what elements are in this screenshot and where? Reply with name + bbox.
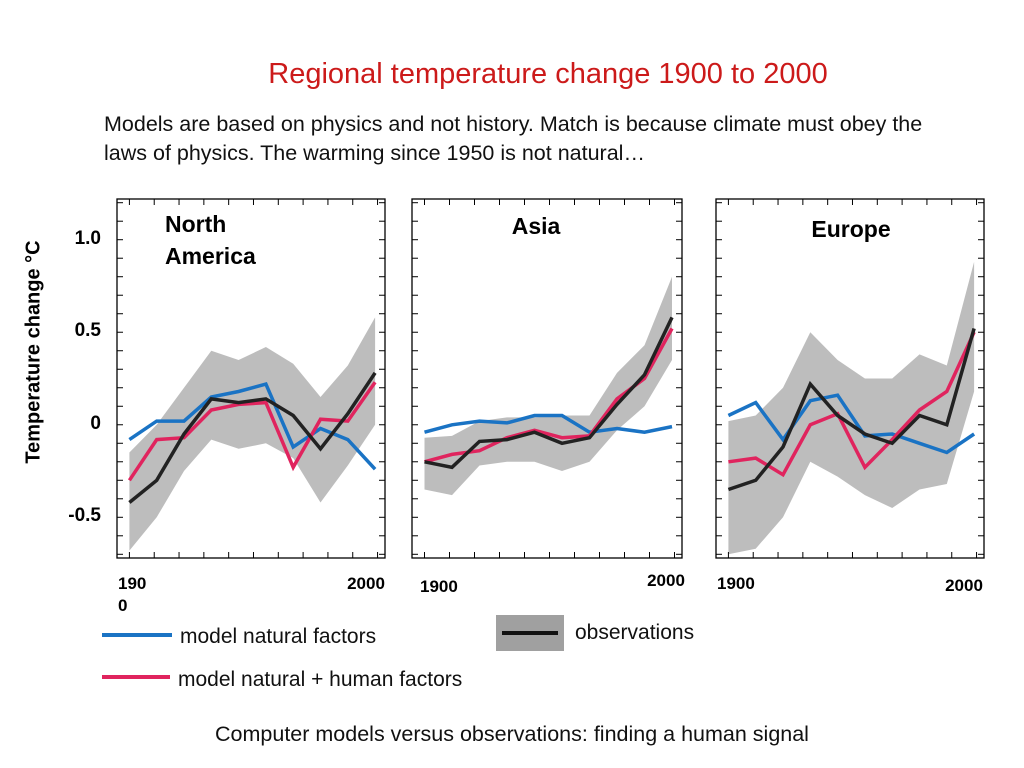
legend-human-label: model natural + human factors <box>178 668 463 691</box>
x-tick-label: 2000 <box>347 574 385 593</box>
legend-human-swatch <box>102 675 170 679</box>
panel-title: Asia <box>512 213 561 239</box>
panel-title: Europe <box>811 216 890 242</box>
legend-observations-swatch <box>496 615 564 651</box>
y-tick-label: 0.5 <box>74 320 101 342</box>
series-line-observations <box>727 328 976 492</box>
legend-natural-swatch <box>102 633 172 637</box>
series-line-observations <box>424 316 674 470</box>
observation-range-band <box>728 261 975 555</box>
slide-caption: Computer models versus observations: fin… <box>215 722 809 746</box>
series-line-natural <box>727 393 976 455</box>
panel-title: North America <box>165 211 256 269</box>
series-line-human <box>127 381 377 482</box>
x-tick-label: 1900 <box>420 577 458 596</box>
slide-title: Regional temperature change 1900 to 2000 <box>268 58 828 90</box>
y-tick-label: 1.0 <box>74 227 101 249</box>
series-line-natural <box>424 413 673 435</box>
legend-natural-label: model natural factors <box>180 625 377 648</box>
legend-observations-label: observations <box>575 621 695 644</box>
x-tick-label: 2000 <box>647 571 685 590</box>
x-tick-label: 1900 <box>717 574 755 593</box>
y-tick-label: 0 <box>90 412 101 434</box>
slide-subtitle: Models are based on physics and not hist… <box>104 112 923 165</box>
y-tick-label: -0.5 <box>68 505 101 527</box>
series-line-observations <box>128 371 377 504</box>
x-tick-label: 2000 <box>945 576 983 595</box>
observation-range-band <box>129 317 376 551</box>
